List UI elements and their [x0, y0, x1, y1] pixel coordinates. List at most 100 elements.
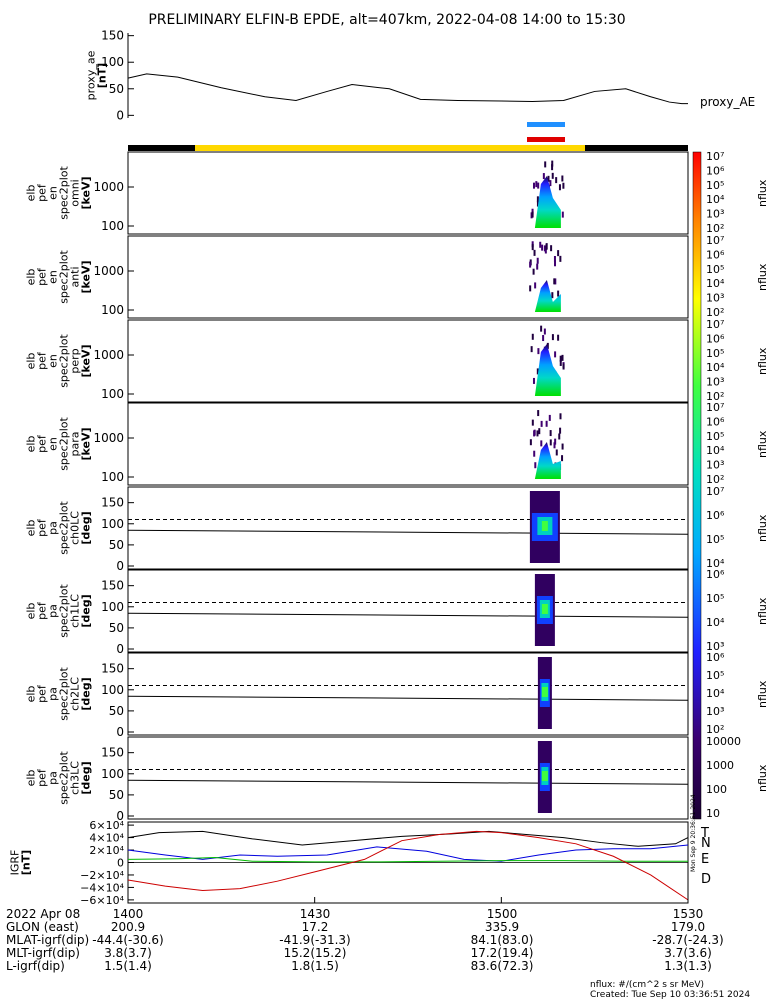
- ylabel-line: pef: [36, 518, 49, 537]
- spec-speckle: [534, 462, 537, 469]
- ylabel-line: [deg]: [80, 677, 93, 710]
- ae-ylabel: proxy_ae[nT]: [85, 50, 109, 100]
- spec-speckle: [536, 200, 539, 207]
- ylabel-line: pef: [36, 434, 49, 453]
- spec-speckle: [542, 335, 545, 342]
- footer-value: -44.4(-30.6): [92, 933, 163, 947]
- colorbar-tick-label: 10³: [706, 705, 724, 718]
- spec-speckle: [533, 429, 536, 436]
- ae-legend: proxy_AE: [700, 95, 755, 109]
- igrf-tick-label: 4×10⁴: [89, 832, 124, 845]
- panel-tick-label: 100: [101, 219, 124, 233]
- ylabel-line: spec2plot: [58, 417, 71, 471]
- spec-speckle: [559, 355, 562, 362]
- spec-speckle: [531, 211, 534, 218]
- panel-tick-label: 100: [101, 303, 124, 317]
- ylabel-line: ch3LC: [69, 761, 82, 795]
- ylabel-line: ch0LC: [69, 511, 82, 545]
- ylabel-line: spec2plot: [58, 166, 71, 220]
- spec-speckle: [535, 181, 538, 188]
- footer-value: 1.3(1.3): [664, 959, 712, 973]
- spec-speckle: [562, 363, 565, 370]
- panel-tick-label: 1000: [93, 180, 124, 194]
- colorbar-tick-label: 10⁶: [706, 651, 725, 664]
- spec-speckle: [551, 164, 554, 171]
- panel-tick-label: 50: [109, 621, 124, 635]
- spec-speckle: [561, 455, 564, 462]
- side-stamp: Mon Sep 9 20:36:51 2024: [690, 794, 697, 872]
- footer-value: -41.9(-31.3): [279, 933, 350, 947]
- igrf-legend-D: D: [701, 872, 711, 887]
- footer-row-label: L-igrf(dip): [6, 959, 65, 973]
- spectrum-blob: [534, 442, 561, 479]
- ylabel-line: [keV]: [80, 260, 93, 293]
- colorbar-tick-label: 10⁵: [706, 179, 724, 192]
- spec-speckle: [558, 184, 561, 191]
- spec-speckle: [530, 212, 533, 219]
- ylabel-line: pef: [36, 351, 49, 370]
- spec-speckle: [561, 443, 564, 450]
- igrf-ylabel: IGRF[nT]: [9, 850, 33, 876]
- ylabel-line: spec2plot: [58, 751, 71, 805]
- footer-value: 1400: [113, 907, 144, 921]
- panel-tick-label: 0: [116, 642, 124, 656]
- colorbar-tick-label: 10⁴: [706, 277, 725, 290]
- ylabel-line: pef: [36, 601, 49, 620]
- igrf-tick-label: 0: [117, 857, 124, 870]
- footer-value: 3.7(3.6): [664, 946, 712, 960]
- ylabel-line: [nT]: [20, 850, 33, 875]
- panel-tick-label: 1000: [93, 264, 124, 278]
- ylabel-line: [keV]: [80, 176, 93, 209]
- panel-tick-label: 150: [101, 496, 124, 510]
- colorbar-tick-label: 10⁶: [706, 568, 725, 581]
- ae-tick-label: 50: [109, 82, 124, 96]
- colorbar-tick-label: 100: [706, 783, 727, 796]
- pa-blob-peak: [541, 604, 548, 614]
- colorbar-title: nflux: [756, 680, 769, 708]
- ae-tick-label: 100: [101, 55, 124, 69]
- spec-speckle: [542, 173, 545, 180]
- colorbar-tick-label: 10⁷: [706, 318, 724, 331]
- colorbar-tick-label: 10⁶: [706, 164, 725, 177]
- colorbar-tick-label: 10⁴: [706, 193, 725, 206]
- igrf-legend-N: N: [701, 836, 711, 851]
- colorbar-tick-label: 10⁴: [706, 687, 725, 700]
- footer-row-label: MLT-igrf(dip): [6, 946, 80, 960]
- ylabel-line: anti: [69, 266, 82, 287]
- spec-speckle: [557, 334, 560, 341]
- ylabel-line: pef: [36, 183, 49, 202]
- spec-speckle: [551, 292, 554, 299]
- footer-value: 15.2(15.2): [284, 946, 347, 960]
- ylabel-line: pef: [36, 684, 49, 703]
- ylabel-line: [keV]: [80, 344, 93, 377]
- panel-tick-label: 100: [101, 470, 124, 484]
- colorbar-tick-label: 10⁵: [706, 669, 724, 682]
- ylabel-line: en: [47, 186, 60, 200]
- panel-tick-label: 100: [101, 767, 124, 781]
- colorbar-tick-label: 10⁴: [706, 616, 725, 629]
- colorbar-tick-label: 10⁷: [706, 485, 724, 498]
- panel-frame: [127, 652, 689, 736]
- spec-speckle: [551, 334, 554, 341]
- igrf-tick-label: 2×10⁴: [89, 844, 124, 857]
- ylabel-line: en: [47, 270, 60, 284]
- spec-speckle: [540, 440, 543, 447]
- colorbar-tick-label: 10⁴: [706, 361, 725, 374]
- footer-value: 1.5(1.4): [104, 959, 152, 973]
- panel-tick-label: 50: [109, 704, 124, 718]
- ylabel-line: [keV]: [80, 427, 93, 460]
- panel-tick-label: 0: [116, 809, 124, 823]
- colorbar-tick-label: 10³: [706, 292, 724, 305]
- colorbar-tick-label: 10²: [706, 222, 724, 235]
- footer: 2022 Apr 08 1400 1430 1500 1530 GLON (east) 20…: [6, 907, 750, 1000]
- spec-speckle: [558, 433, 561, 440]
- panel-frame: [127, 402, 689, 486]
- ylabel-line: IGRF: [9, 850, 22, 876]
- panel-tick-label: 50: [109, 788, 124, 802]
- colorbar-tick-label: 10⁵: [706, 430, 724, 443]
- pa-blob-peak: [541, 771, 548, 781]
- colorbar-tick-label: 10²: [706, 306, 724, 319]
- spec-speckle: [549, 439, 552, 446]
